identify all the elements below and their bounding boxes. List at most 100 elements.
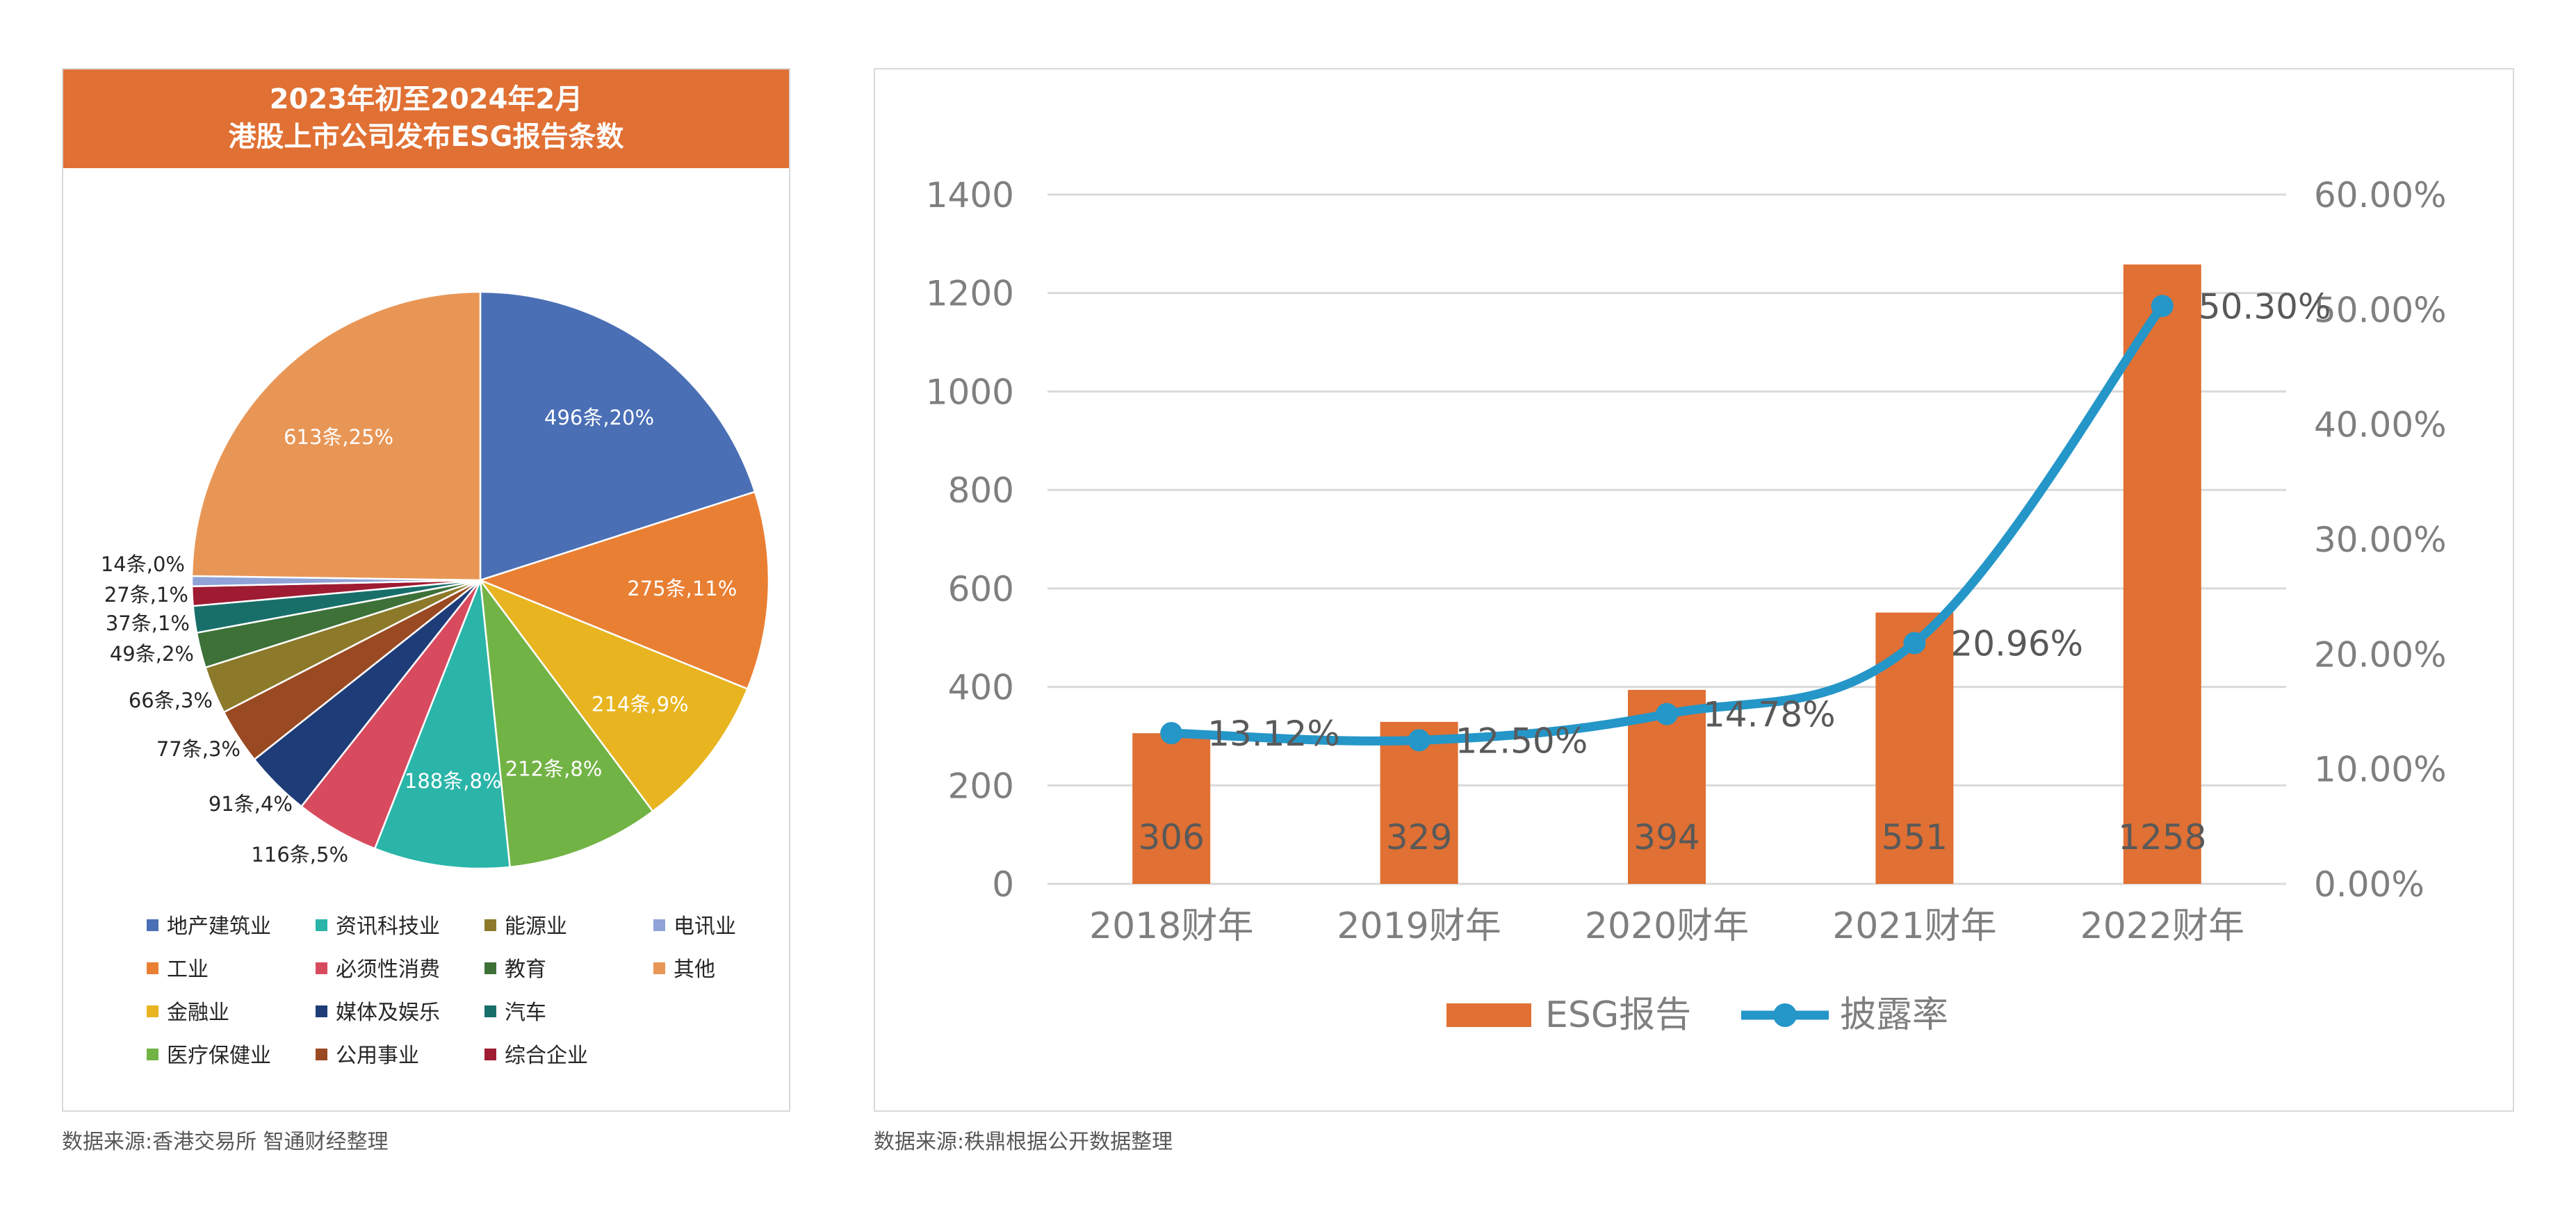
y-right-tick-label: 50.00%	[2314, 290, 2447, 330]
line-value-label: 20.96%	[1950, 623, 2083, 664]
pie-label-4: 188条,8%	[405, 769, 502, 793]
y-left-tick-label: 600	[948, 569, 1014, 609]
line-value-label: 50.30%	[2199, 286, 2331, 327]
legend-line-marker	[1773, 1003, 1797, 1027]
y-left-tick-label: 1400	[926, 175, 1014, 215]
legend-line-label: 披露率	[1840, 994, 1948, 1036]
x-tick-label: 2020财年	[1585, 905, 1749, 947]
line-value-label: 13.12%	[1207, 714, 1340, 754]
pie-legend-item: 工业	[147, 952, 209, 983]
pie-label-5: 116条,5%	[251, 843, 348, 866]
x-tick-label: 2021财年	[1832, 905, 1996, 947]
line-point-0	[1160, 722, 1183, 745]
y-left-tick-label: 0	[992, 864, 1014, 905]
pie-slice-4	[373, 580, 511, 870]
legend-label: 媒体及娱乐	[336, 1001, 440, 1025]
legend-label: 资讯科技业	[336, 914, 440, 939]
legend-label: 医疗保健业	[167, 1044, 271, 1068]
bar-value-label: 394	[1633, 817, 1699, 857]
bar-line-chart-panel: 0 200 400 600 800 1000 1200 1400 0.00% 10.00% 20.0…	[874, 68, 2514, 1112]
legend-label: 必须性消费	[336, 958, 440, 982]
legend-swatch	[147, 962, 158, 974]
y-left-tick-label: 1200	[926, 274, 1014, 314]
pie-title-line1: 2023年初至2024年2月	[269, 83, 583, 115]
legend-swatch	[316, 1049, 327, 1060]
disclosure-rate-line	[1166, 301, 2167, 746]
legend-label: 工业	[167, 958, 209, 982]
y-right-tick-label: 30.00%	[2314, 520, 2447, 560]
legend-label: 教育	[505, 958, 546, 982]
legend-swatch	[484, 1049, 496, 1060]
legend-label: 地产建筑业	[167, 914, 271, 939]
legend-label: 其他	[674, 958, 715, 982]
pie-legend-item: 其他	[653, 952, 715, 983]
y-left-tick-label: 200	[948, 766, 1014, 806]
legend-swatch	[316, 1005, 327, 1017]
legend-label: 能源业	[505, 914, 567, 939]
y-right-tick-label: 60.00%	[2314, 175, 2447, 215]
legend-swatch	[316, 962, 327, 974]
y-right-tick-label: 10.00%	[2314, 750, 2447, 790]
x-tick-label: 2022财年	[2080, 905, 2244, 947]
legend-swatch	[484, 962, 496, 974]
x-tick-label: 2018财年	[1089, 905, 1253, 947]
legend-swatch	[484, 1005, 496, 1017]
legend-swatch	[484, 919, 496, 931]
pie-legend-item: 必须性消费	[316, 952, 440, 983]
pie-chart-title: 2023年初至2024年2月 港股上市公司发布ESG报告条数	[63, 69, 789, 168]
bar-0	[1132, 733, 1211, 884]
legend-label: 金融业	[167, 1001, 229, 1025]
line-value-label: 12.50%	[1456, 721, 1588, 761]
legend-swatch	[147, 1049, 158, 1060]
pie-label-1: 275条,11%	[627, 577, 737, 600]
pie-legend-item: 汽车	[484, 995, 546, 1026]
pie-label-13: 613条,25%	[284, 425, 393, 449]
bar-line-chart: 0 200 400 600 800 1000 1200 1400 0.00% 10.00% 20.0…	[926, 175, 2447, 1036]
y-right-tick-label: 40.00%	[2314, 405, 2447, 445]
legend-label: 综合企业	[505, 1044, 588, 1068]
y-left-tick-label: 1000	[926, 372, 1014, 412]
pie-legend-item: 教育	[484, 952, 546, 983]
pie-label-10: 37条,1%	[106, 611, 190, 635]
pie-legend-item: 媒体及娱乐	[316, 995, 440, 1026]
pie-legend-item: 金融业	[147, 995, 229, 1026]
pie-legend-item: 地产建筑业	[147, 909, 271, 939]
legend-label: 公用事业	[336, 1044, 419, 1068]
pie-label-6: 91条,4%	[209, 792, 293, 816]
legend-bar-swatch	[1446, 1003, 1531, 1027]
pie-legend-item: 电讯业	[653, 909, 736, 939]
pie-label-0: 496条,20%	[544, 406, 654, 429]
pie-slice-1	[478, 491, 770, 691]
pie-label-2: 214条,9%	[592, 693, 689, 716]
line-point-2	[1656, 703, 1678, 725]
pie-label-3: 212条,8%	[505, 757, 603, 781]
legend-swatch	[653, 919, 665, 931]
y-left-tick-label: 400	[948, 668, 1014, 708]
y-right-tick-label: 20.00%	[2314, 634, 2447, 675]
line-value-label: 14.78%	[1703, 695, 1836, 735]
line-point-3	[1903, 632, 1926, 655]
y-left-tick-label: 800	[948, 470, 1014, 511]
pie-legend-item: 能源业	[484, 909, 567, 939]
legend-label: 汽车	[505, 1001, 546, 1025]
x-tick-label: 2019财年	[1337, 905, 1501, 947]
pie-slice-3	[479, 577, 654, 869]
pie-legend-item: 医疗保健业	[147, 1038, 271, 1069]
bar-source-note: 数据来源:秩鼎根据公开数据整理	[874, 1130, 1173, 1154]
legend-label: 电讯业	[674, 914, 736, 939]
legend-swatch	[147, 1005, 158, 1017]
pie-chart-panel: 2023年初至2024年2月 港股上市公司发布ESG报告条数 496条,20% 2…	[62, 68, 790, 1112]
pie-label-7: 77条,3%	[156, 737, 241, 761]
pie-source-note: 数据来源:香港交易所 智通财经整理	[62, 1130, 389, 1154]
pie-slice-2	[478, 578, 749, 813]
pie-label-9: 49条,2%	[110, 642, 194, 666]
bar-value-label: 551	[1882, 817, 1948, 857]
pie-legend-item: 资讯科技业	[316, 909, 440, 939]
bar-value-label: 1258	[2118, 817, 2206, 857]
bar-value-label: 329	[1386, 817, 1452, 857]
legend-bar-label: ESG报告	[1545, 994, 1691, 1036]
legend-swatch	[653, 962, 665, 974]
bar-value-label: 306	[1138, 817, 1204, 857]
pie-chart: 496条,20% 275条,11% 214条,9% 212条,8%188条,8% 116…	[101, 290, 770, 870]
pie-label-8: 66条,3%	[129, 689, 213, 712]
